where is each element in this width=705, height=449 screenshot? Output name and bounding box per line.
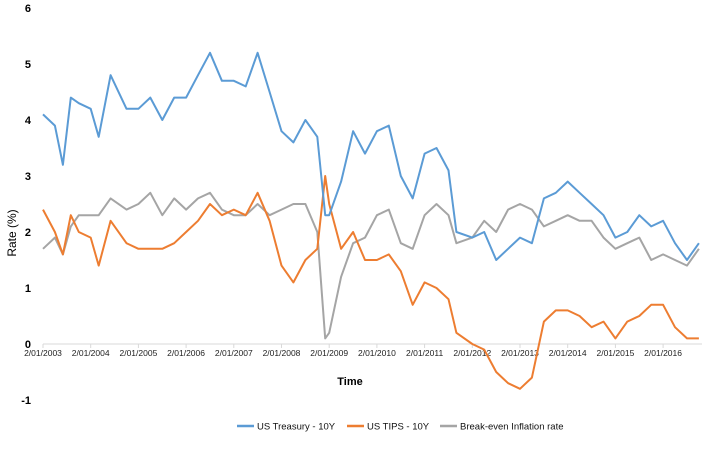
legend-item-1: US TIPS - 10Y [347,422,430,433]
y-tick-label: 6 [25,3,31,15]
x-tick-label: 2/01/2012 [453,348,491,358]
x-tick-label: 2/01/2006 [167,348,205,358]
x-tick-label: 2/01/2013 [501,348,539,358]
legend-item-2: Break-even Inflation rate [440,422,564,433]
series-line-0 [42,51,700,261]
x-tick-label: 2/01/2004 [72,348,110,358]
x-tick-label: 2/01/2011 [406,348,443,358]
y-tick-label: 4 [25,115,32,127]
y-tick-label: 3 [25,171,31,183]
y-tick-label: 2 [25,227,31,239]
legend: US Treasury - 10Y US TIPS - 10Y Break-even… [237,422,564,433]
legend-item-0: US Treasury - 10Y [237,422,336,433]
x-tick-label: 2/01/2010 [358,348,396,358]
x-tick-label: 2/01/2009 [310,348,348,358]
x-tick-label: 2/01/2007 [215,348,253,358]
series-line-1 [42,175,699,390]
y-tick-label: 1 [25,283,31,295]
series-lines [42,51,700,390]
x-tick-label: 2/01/2014 [549,348,587,358]
x-tick-label: 2/01/2015 [596,348,634,358]
x-tick-label: 2/01/2003 [24,348,62,358]
x-axis-ticks: 2/01/2003 2/01/2004 2/01/2005 2/01/2006 2/01… [24,344,682,358]
series-line-2 [42,191,700,340]
y-axis-ticks: -1 0 1 2 3 4 5 6 [21,3,32,407]
legend-label: US TIPS - 10Y [367,422,430,433]
y-tick-label: 5 [25,59,31,71]
x-tick-label: 2/01/2016 [644,348,682,358]
x-tick-label: 2/01/2008 [263,348,301,358]
legend-label: Break-even Inflation rate [460,422,564,433]
y-tick-label: 0 [25,339,31,351]
y-tick-label: -1 [21,395,31,407]
x-axis-title: Time [337,376,362,388]
legend-label: US Treasury - 10Y [257,422,336,433]
x-tick-label: 2/01/2005 [119,348,157,358]
y-axis-title: Rate (%) [5,209,19,256]
